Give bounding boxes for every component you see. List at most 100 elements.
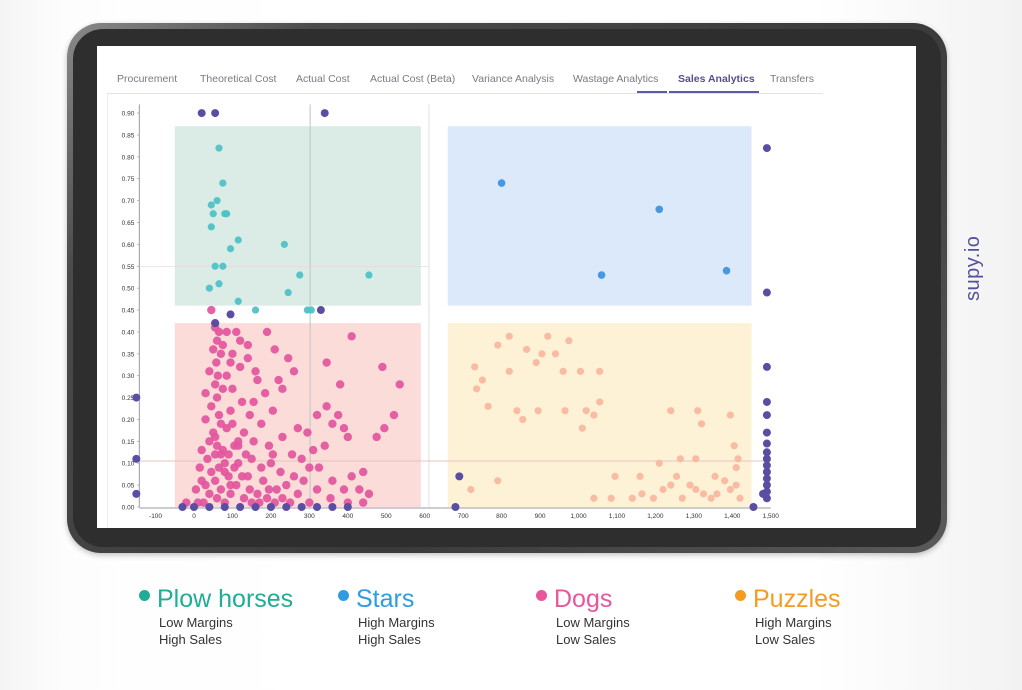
- puzzle-point: [678, 494, 686, 502]
- legend-puzzles-title: Puzzles: [735, 584, 841, 614]
- outlier-point: [762, 288, 771, 297]
- x-tick-label: 100: [227, 513, 238, 520]
- dog-point: [322, 402, 331, 411]
- outlier-point: [762, 411, 771, 420]
- dog-point: [232, 480, 241, 490]
- puzzle-point: [590, 411, 598, 419]
- tab-bar-divider: [107, 93, 823, 94]
- y-tick-label: 0.65: [122, 220, 135, 227]
- outlier-point: [251, 503, 260, 511]
- dog-point: [234, 459, 243, 468]
- dog-point: [328, 476, 337, 485]
- puzzle-point: [692, 455, 700, 463]
- outlier-point: [132, 489, 141, 498]
- puzzle-point: [611, 472, 619, 480]
- y-tick-label: 0.25: [122, 395, 135, 402]
- x-tick-label: 1,000: [570, 513, 587, 520]
- tab-theoretical-cost[interactable]: Theoretical Cost: [200, 73, 277, 85]
- y-tick-label: 0.85: [122, 132, 135, 139]
- plow-horse-point: [234, 236, 242, 244]
- tab-variance-analysis[interactable]: Variance Analysis: [472, 73, 555, 85]
- puzzle-point: [734, 455, 742, 463]
- puzzle-point: [561, 407, 569, 415]
- dog-point: [305, 498, 314, 507]
- legend-plow-horses-margins: Low Margins: [159, 615, 233, 630]
- y-tick-label: 0.15: [122, 439, 135, 446]
- dog-point: [320, 441, 329, 450]
- dog-point: [253, 489, 262, 499]
- y-tick-label: 0.35: [122, 351, 135, 358]
- outlier-point: [132, 393, 141, 402]
- tab-actual-cost[interactable]: Actual Cost: [296, 73, 350, 85]
- legend-dogs-title: Dogs: [536, 584, 630, 614]
- dog-point: [322, 358, 331, 367]
- star-point: [497, 179, 506, 187]
- puzzle-point: [534, 407, 542, 415]
- tab-underline-sales: [669, 91, 759, 93]
- plow-horse-point: [219, 179, 227, 187]
- plow-horse-point: [307, 306, 315, 314]
- legend-dogs: Dogs Low Margins Low Sales: [536, 584, 630, 648]
- plow-horse-point: [234, 297, 242, 305]
- tab-transfers[interactable]: Transfers: [770, 73, 814, 85]
- outlier-point: [762, 454, 771, 463]
- legend-puzzles: Puzzles High Margins Low Sales: [735, 584, 841, 648]
- puzzle-point: [559, 367, 567, 375]
- puzzle-point: [505, 367, 513, 375]
- dog-point: [243, 353, 253, 363]
- y-tick-label: 0.90: [122, 111, 135, 118]
- dog-point: [222, 424, 231, 433]
- legend-stars-margins: High Margins: [358, 615, 435, 630]
- puzzle-point: [699, 490, 708, 498]
- puzzle-point: [721, 477, 729, 485]
- dog-point: [278, 432, 287, 442]
- plow-horse-point: [205, 284, 213, 292]
- dog-point: [226, 489, 235, 499]
- dog-point: [259, 476, 268, 485]
- outlier-point: [236, 503, 245, 511]
- dog-point: [293, 424, 303, 433]
- outlier-point: [762, 467, 771, 476]
- outlier-point: [762, 428, 771, 437]
- x-tick-label: 600: [419, 513, 430, 520]
- star-point: [722, 266, 731, 275]
- dog-point: [268, 450, 278, 459]
- plow-horse-point: [211, 262, 219, 270]
- legend-dogs-label: Dogs: [554, 585, 613, 613]
- legend-stars-sales: High Sales: [358, 632, 421, 647]
- quadrant-stars: [447, 126, 752, 306]
- chart-frame: [107, 94, 914, 528]
- legend-puzzles-label: Puzzles: [753, 585, 841, 613]
- x-tick-label: 500: [381, 513, 392, 520]
- dog-point: [264, 441, 274, 450]
- plow-horse-point: [280, 240, 288, 248]
- dog-point: [380, 424, 389, 433]
- dog-point: [289, 472, 299, 481]
- outlier-point: [762, 448, 771, 457]
- y-tick-label: 0.20: [122, 417, 135, 424]
- tab-sales-analytics[interactable]: Sales Analytics: [678, 73, 755, 85]
- y-tick-label: 0.05: [122, 483, 135, 490]
- dog-point: [262, 327, 272, 337]
- tab-procurement[interactable]: Procurement: [117, 73, 178, 85]
- x-tick-label: 1,500: [763, 513, 780, 520]
- puzzle-point: [676, 455, 684, 463]
- x-tick-label: 700: [458, 513, 469, 520]
- plow-horse-point: [219, 262, 227, 270]
- tab-wastage-analytics[interactable]: Wastage Analytics: [573, 73, 659, 85]
- outlier-point: [762, 362, 771, 371]
- dog-point: [191, 485, 201, 494]
- puzzle-point: [576, 367, 585, 375]
- dog-point: [214, 410, 224, 420]
- x-tick-label: 300: [304, 513, 315, 520]
- dog-point: [326, 494, 335, 503]
- dog-point: [199, 498, 208, 507]
- dog-point: [312, 410, 322, 420]
- dog-point: [245, 485, 254, 494]
- puzzle-point: [694, 407, 702, 415]
- outlier-point: [282, 503, 291, 511]
- dog-point: [274, 375, 283, 385]
- tab-actual-cost-beta[interactable]: Actual Cost (Beta): [370, 73, 456, 85]
- puzzle-point: [596, 367, 604, 375]
- outlier-point: [455, 472, 464, 481]
